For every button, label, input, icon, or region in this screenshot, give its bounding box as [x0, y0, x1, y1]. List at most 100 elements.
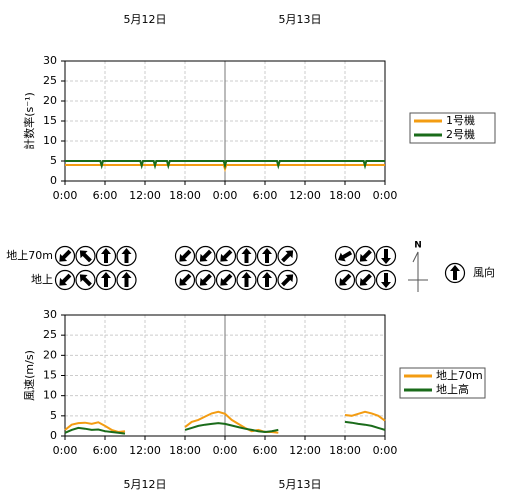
- wind-arrow: [241, 272, 252, 287]
- wind-arrow: [79, 250, 92, 263]
- y-tick-label: 0: [50, 174, 57, 187]
- y-tick-label: 25: [43, 74, 57, 87]
- y-axis-label: 風速(m/s): [23, 350, 36, 401]
- wind-legend-label: 風向: [473, 265, 495, 279]
- wind-icon: [215, 269, 237, 291]
- x-tick-label: 0:00: [213, 444, 238, 457]
- legend-box: [399, 367, 486, 399]
- wind-arrow: [262, 248, 272, 263]
- wind-arrow: [450, 265, 460, 280]
- wind-icon: [277, 269, 298, 291]
- wind-icon: [334, 269, 356, 291]
- legend-label: 地上70m: [436, 369, 483, 382]
- series-line: [65, 160, 385, 170]
- x-tick-label: 12:00: [289, 444, 321, 457]
- x-tick-label: 12:00: [129, 444, 161, 457]
- wind-icon: [95, 245, 117, 267]
- wind-icon: [355, 269, 376, 291]
- wind-icon: [174, 269, 196, 291]
- y-tick-label: 25: [43, 328, 57, 341]
- date-label: 5月12日: [124, 13, 167, 26]
- date-label: 5月12日: [124, 478, 167, 491]
- wind-icon: [375, 245, 397, 267]
- x-tick-label: 18:00: [169, 444, 201, 457]
- wind-icon: [256, 269, 278, 291]
- north-label: N: [414, 241, 422, 251]
- wind-icon: [375, 269, 397, 291]
- wind-icon: [75, 245, 96, 267]
- wind-arrow: [59, 249, 72, 262]
- wind-icon: [54, 269, 76, 291]
- wind-icon: [54, 245, 76, 267]
- x-tick-label: 0:00: [373, 189, 398, 202]
- y-tick-label: 5: [50, 409, 57, 422]
- x-tick-label: 6:00: [93, 444, 118, 457]
- x-tick-label: 0:00: [373, 444, 398, 457]
- wind-arrow: [220, 273, 233, 286]
- x-tick-label: 0:00: [213, 189, 238, 202]
- wind-icon: [116, 245, 137, 267]
- wind-arrow: [262, 272, 272, 287]
- wind-arrow: [101, 272, 111, 287]
- x-tick-label: 6:00: [253, 444, 278, 457]
- wind-icon: [75, 269, 96, 291]
- wind-arrow: [179, 273, 192, 286]
- wind-icon: [95, 269, 117, 291]
- y-tick-label: 20: [43, 348, 57, 361]
- x-tick-label: 18:00: [169, 189, 201, 202]
- legend-box: [409, 112, 496, 144]
- x-tick-label: 6:00: [253, 189, 278, 202]
- y-tick-label: 30: [43, 54, 57, 67]
- x-tick-label: 6:00: [93, 189, 118, 202]
- wind-arrow: [281, 250, 294, 263]
- y-tick-label: 15: [43, 369, 57, 382]
- wind-icon: [236, 245, 257, 267]
- wind-icon: [215, 245, 237, 267]
- wind-arrow: [359, 249, 372, 262]
- wind-icon: [116, 269, 137, 291]
- x-tick-label: 0:00: [53, 189, 78, 202]
- wind-arrow: [121, 248, 132, 263]
- y-tick-label: 10: [43, 389, 57, 402]
- wind-icon: [256, 245, 278, 267]
- wind-arrow: [381, 273, 391, 288]
- plot-frame: [64, 314, 386, 437]
- wind-arrow: [199, 273, 212, 286]
- wind-icon: [334, 245, 356, 267]
- wind-row-label: 地上: [31, 273, 53, 286]
- wind-icon: [355, 245, 376, 267]
- date-label: 5月13日: [279, 478, 322, 491]
- y-tick-label: 10: [43, 134, 57, 147]
- wind-arrow: [199, 249, 212, 262]
- x-tick-label: 18:00: [329, 189, 361, 202]
- y-tick-label: 30: [43, 308, 57, 321]
- y-tick-label: 5: [50, 154, 57, 167]
- series-line: [64, 420, 386, 435]
- wind-arrow: [338, 250, 353, 262]
- wind-icon: [174, 245, 196, 267]
- wind-arrow: [281, 274, 294, 287]
- legend-label: 2号機: [446, 127, 475, 141]
- legend-label: 地上高: [436, 382, 469, 396]
- compass: [408, 251, 428, 292]
- wind-arrow: [220, 249, 233, 262]
- x-tick-label: 12:00: [289, 189, 321, 202]
- wind-icon: [236, 269, 257, 291]
- x-tick-label: 0:00: [53, 444, 78, 457]
- wind-arrow: [381, 249, 391, 264]
- wind-arrow: [359, 273, 372, 286]
- wind-icon: [444, 262, 466, 284]
- y-tick-label: 0: [50, 429, 57, 442]
- plot-frame: [64, 60, 386, 182]
- wind-arrow: [79, 274, 92, 287]
- wind-icon: [195, 269, 216, 291]
- wind-icon: [277, 245, 298, 267]
- y-tick-label: 15: [43, 114, 57, 127]
- wind-icon: [195, 245, 216, 267]
- wind-arrow: [241, 248, 252, 263]
- wind-row-label: 地上70m: [6, 249, 53, 262]
- x-tick-label: 12:00: [129, 189, 161, 202]
- y-axis-label: 計数率(s⁻¹): [22, 92, 36, 150]
